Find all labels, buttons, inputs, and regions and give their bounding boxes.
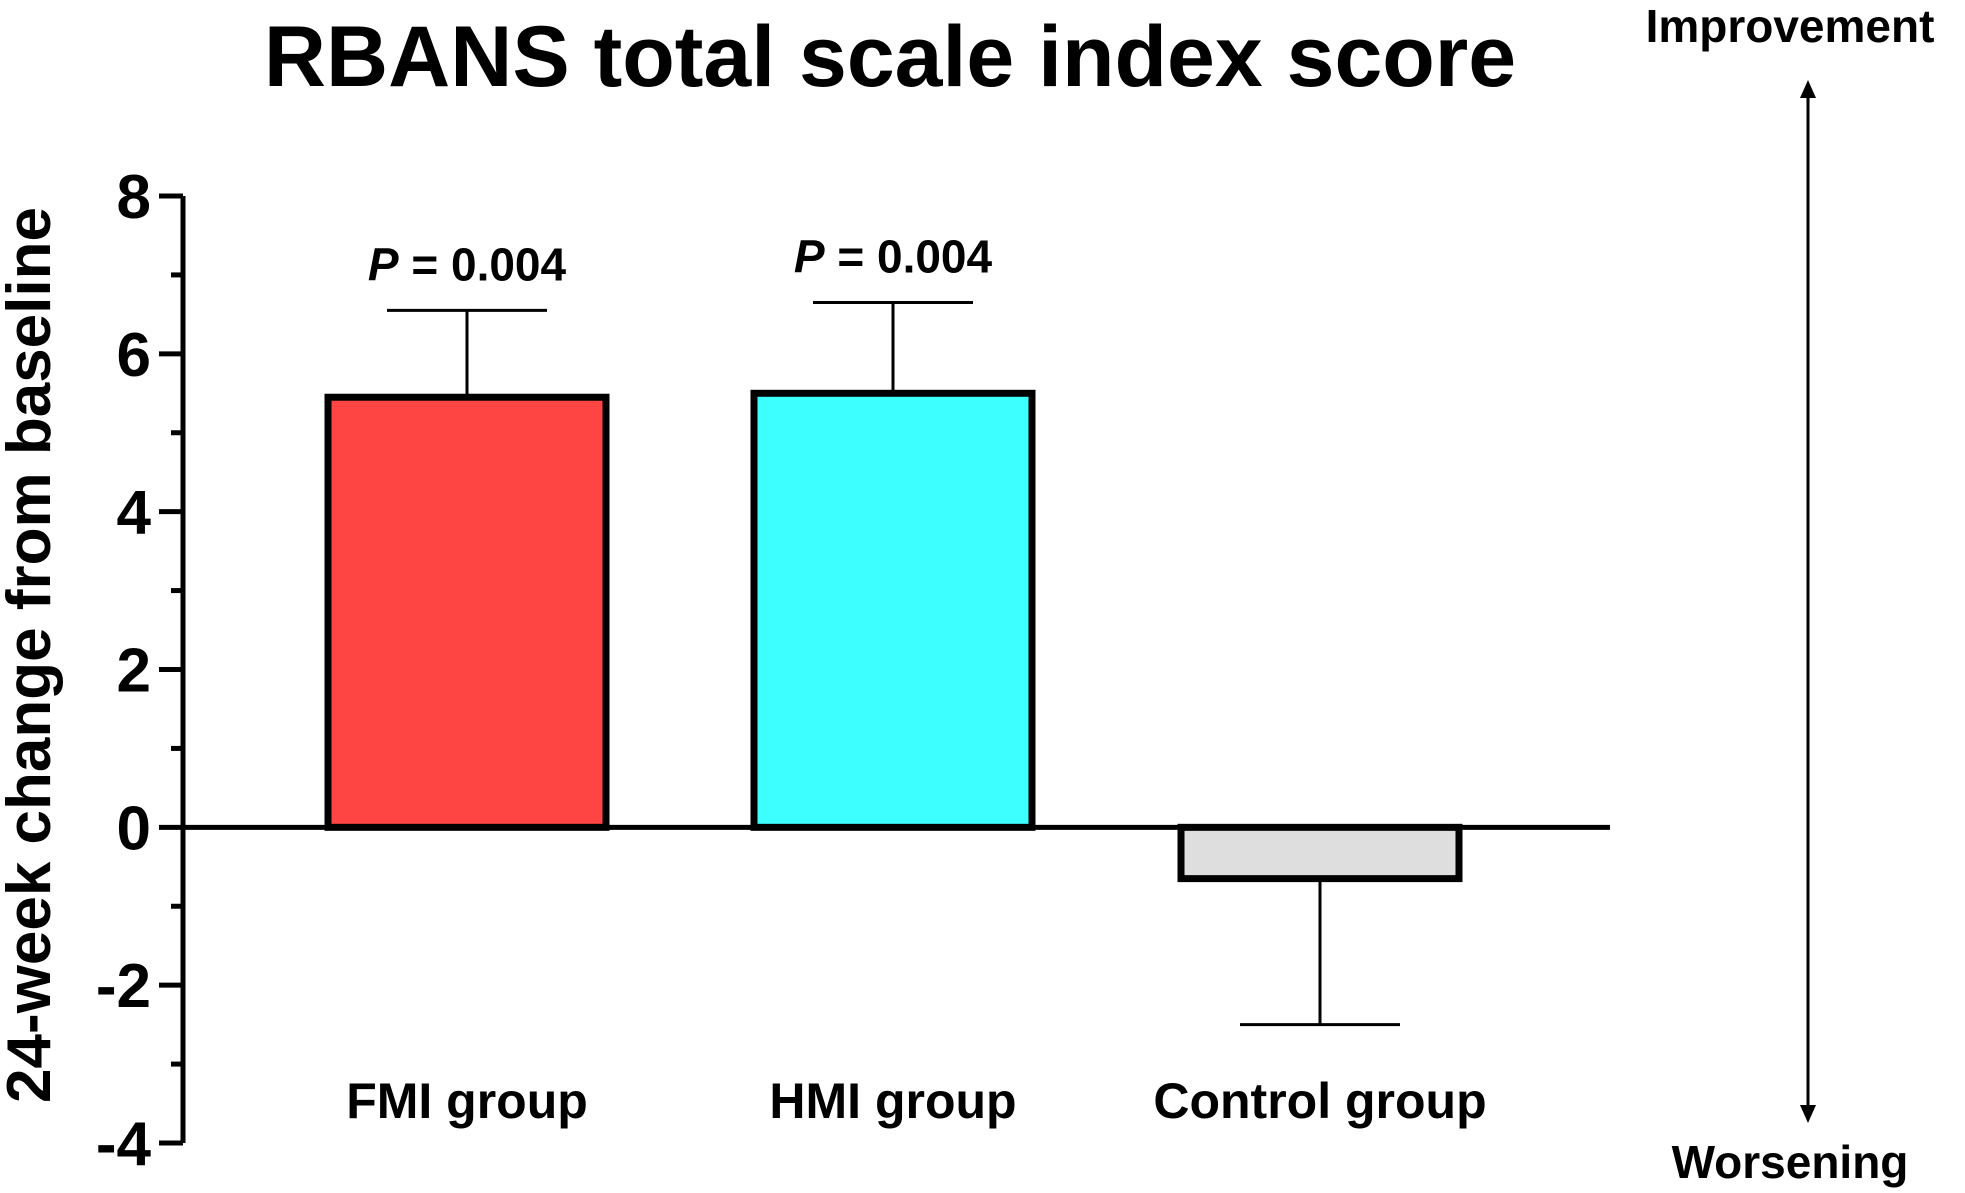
y-tick-label: 4 [117, 479, 152, 548]
improvement-label: Improvement [1646, 0, 1935, 52]
y-tick-label: -4 [96, 1110, 152, 1179]
category-label: Control group [1153, 1073, 1486, 1129]
bars [324, 389, 1463, 883]
arrow-up-icon [1800, 80, 1816, 98]
y-tick-label: 0 [117, 794, 151, 863]
y-tick-label: -2 [96, 952, 151, 1021]
bar-3 [1177, 823, 1463, 883]
p-value-label: P = 0.004 [794, 231, 993, 283]
y-tick-label: 6 [117, 321, 151, 390]
y-tick-label: 2 [117, 637, 151, 706]
bar-2 [750, 389, 1036, 831]
direction-indicator: Improvement Worsening [1646, 0, 1935, 1188]
y-axis-label: 24-week change from baseline [0, 207, 64, 1103]
chart-title: RBANS total scale index score [264, 9, 1516, 105]
bar-1 [324, 393, 610, 831]
p-value-label: P = 0.004 [368, 238, 567, 290]
category-label: HMI group [769, 1073, 1016, 1129]
category-labels: FMI group HMI group Control group [346, 1073, 1486, 1129]
y-tick-label: 8 [117, 163, 151, 232]
category-label: FMI group [346, 1073, 588, 1129]
p-value-annotations: P = 0.004 P = 0.004 [368, 231, 993, 291]
y-axis: -4 -2 0 2 4 6 8 [96, 163, 1610, 1179]
worsening-label: Worsening [1672, 1136, 1909, 1188]
error-bars [387, 301, 1400, 1027]
arrow-down-icon [1800, 1105, 1816, 1123]
